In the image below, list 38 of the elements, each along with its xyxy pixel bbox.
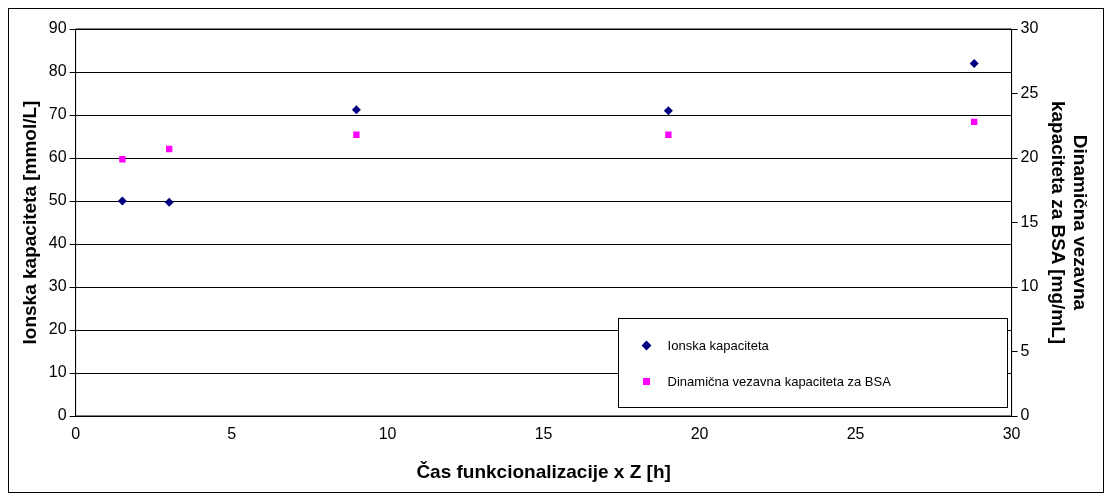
y2-tick-label: 5	[1020, 341, 1030, 359]
y-tick-label: 10	[48, 363, 67, 381]
y-tick-label: 60	[48, 148, 67, 166]
y-tick-label: 20	[48, 320, 67, 338]
x-tick-label: 30	[1002, 425, 1021, 443]
y2-tick-label: 0	[1020, 406, 1030, 424]
y2-tick-label: 20	[1020, 148, 1039, 166]
x-tick-label: 0	[71, 425, 81, 443]
y-tick-label: 90	[48, 19, 67, 37]
x-tick-label: 15	[534, 425, 553, 443]
y2-axis-title: Dinamična vezavna kapaciteta za BSA [mg/mL]	[1047, 100, 1092, 345]
point	[969, 58, 979, 68]
x-tick-label: 25	[846, 425, 865, 443]
y-tick-label: 40	[48, 234, 67, 252]
point	[665, 131, 672, 138]
y2-tick-label: 15	[1020, 212, 1039, 230]
y-tick-label: 30	[48, 277, 67, 295]
legend-label: Dinamična vezavna kapaciteta za BSA	[667, 373, 891, 389]
y-tick-label: 80	[48, 62, 67, 80]
point	[119, 156, 126, 163]
point	[351, 105, 361, 115]
x-tick-label: 10	[378, 425, 397, 443]
point	[164, 197, 174, 207]
y-tick-label: 50	[48, 191, 67, 209]
x-tick-label: 5	[227, 425, 237, 443]
x-tick-label: 20	[690, 425, 709, 443]
y2-tick-label: 30	[1020, 19, 1039, 37]
x-axis-title: Čas funkcionalizacije x Z [h]	[416, 460, 671, 482]
y-tick-label: 0	[57, 406, 67, 424]
y2-tick-label: 25	[1020, 83, 1039, 101]
point	[353, 131, 360, 138]
point	[166, 145, 173, 153]
y-tick-label: 70	[48, 105, 67, 123]
point	[663, 106, 673, 116]
y-axis-title: Ionska kapaciteta [mmol/L]	[18, 100, 40, 345]
legend-label: Ionska kapaciteta	[667, 337, 769, 353]
point	[117, 196, 127, 206]
y2-tick-label: 10	[1020, 277, 1039, 295]
